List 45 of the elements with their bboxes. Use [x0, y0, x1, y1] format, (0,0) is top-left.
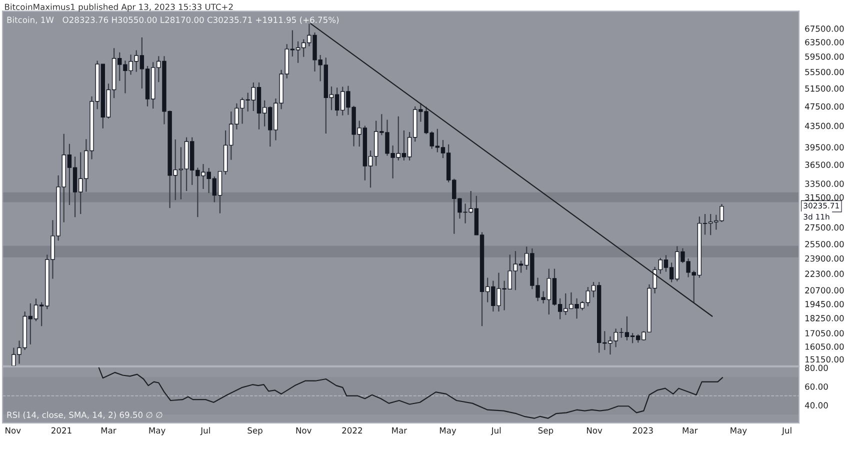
y-tick-label: 25500.00 — [805, 241, 844, 248]
y-tick-label: 16050.00 — [805, 343, 844, 350]
y-tick-label: 27500.00 — [805, 224, 844, 231]
x-tick-label: May — [440, 427, 456, 436]
y-tick-label: 17050.00 — [805, 330, 844, 336]
y-tick-label: 55500.00 — [805, 68, 844, 76]
y-tick-label: 60.00 — [805, 383, 828, 390]
y-tick-label: 39500.00 — [805, 144, 844, 150]
y-tick-label: 23900.00 — [805, 255, 844, 262]
x-tick-label: Nov — [586, 427, 602, 434]
y-tick-label: 67500.00 — [805, 26, 844, 32]
y-tick-label: 20700.00 — [805, 287, 844, 294]
y-tick-label: 40.00 — [804, 402, 828, 408]
x-tick-label: Sep — [538, 427, 554, 436]
y-tick-label: 15150.00 — [805, 356, 844, 363]
y-tick-label: 59500.00 — [805, 53, 844, 60]
y-tick-label: 36500.00 — [805, 162, 844, 168]
y-tick-label: 33500.00 — [805, 180, 844, 187]
y-tick-label: 43500.00 — [804, 122, 844, 130]
x-tick-label: Jul — [490, 427, 501, 436]
y-tick-label: 18250.00 — [805, 315, 844, 322]
x-tick-label: Nov — [296, 427, 312, 434]
x-tick-label: May — [149, 427, 166, 436]
x-tick-label: Jul — [200, 427, 210, 436]
y-tick-label: 22300.00 — [805, 270, 844, 277]
x-tick-label: Mar — [682, 427, 698, 434]
x-tick-label: May — [730, 427, 747, 436]
x-tick-label: 2022 — [342, 427, 362, 434]
x-tick-label: Nov — [6, 427, 21, 434]
y-tick-label: 80.00 — [805, 364, 828, 372]
x-tick-label: 2023 — [632, 427, 653, 434]
text: Bitcoin, 1W — [7, 16, 54, 24]
annotation: BitcoinMaximus1 published Apr 13, 2023 15:33 UTC+2 — [5, 4, 233, 12]
y-tick-label: 47500.00 — [804, 103, 844, 110]
x-tick-label: 2021 — [51, 427, 72, 434]
y-tick-label: 63500.00 — [805, 39, 844, 46]
x-tick-label: Jul — [782, 427, 792, 436]
text: O28323.76 H30550.00 L28170.00 C30235.71 +1911.95 (+6.75%) — [62, 16, 339, 24]
x-tick-label: Mar — [101, 427, 116, 434]
y-tick-label: 31500.00 — [805, 194, 844, 201]
y-tick-label: 51500.00 — [805, 85, 844, 92]
x-tick-label: Sep — [248, 427, 262, 436]
y-tick-label: 19450.00 — [805, 300, 844, 308]
text: RSI (14, close, SMA, 14, 2) 69.50 ∅ ∅ — [7, 412, 162, 419]
x-tick-label: Mar — [392, 427, 408, 434]
